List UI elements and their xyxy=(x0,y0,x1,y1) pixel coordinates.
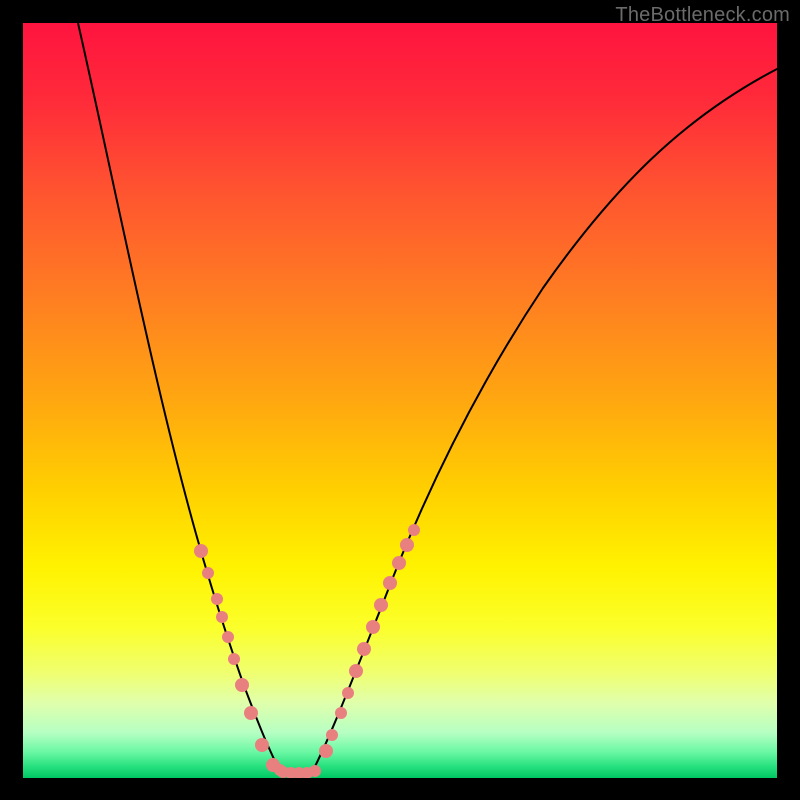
gradient-background xyxy=(23,23,777,778)
chart-canvas: TheBottleneck.com xyxy=(0,0,800,800)
plot-area xyxy=(23,23,777,778)
watermark-text: TheBottleneck.com xyxy=(615,4,790,27)
